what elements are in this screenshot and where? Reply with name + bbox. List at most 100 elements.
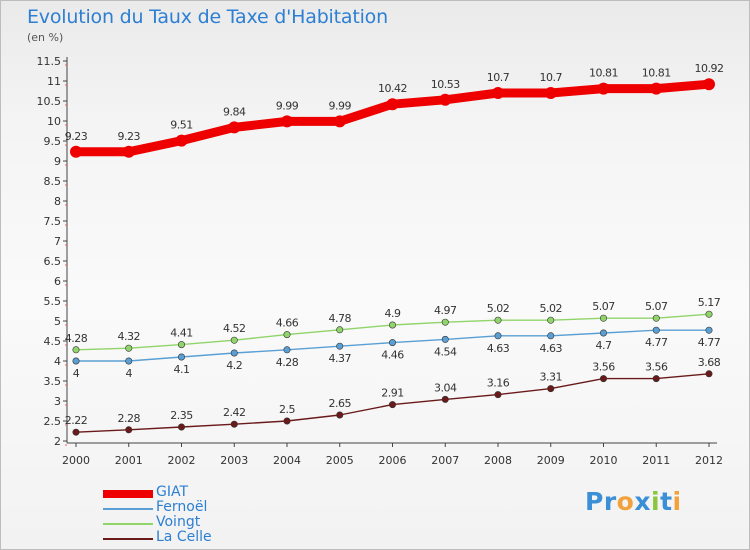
data-point [178, 353, 186, 361]
legend-label-la-celle: La Celle [156, 529, 212, 545]
data-point [441, 318, 449, 326]
data-point [439, 93, 452, 106]
data-point [283, 331, 291, 339]
data-label: 3.31 [540, 371, 563, 384]
data-label: 2.22 [65, 414, 88, 427]
legend-swatch-fernoel [103, 508, 153, 510]
data-point [544, 87, 557, 99]
data-label: 4.66 [276, 317, 299, 330]
logo-letter: i [672, 487, 682, 516]
logo-letter: i [651, 487, 661, 516]
logo-letter: P [585, 487, 604, 516]
legend-swatch-giat [103, 490, 153, 498]
x-tick-label: 2007 [431, 454, 459, 467]
y-tick-label: 11 [47, 75, 61, 88]
data-label: 4.54 [434, 345, 457, 358]
x-tick-label: 2003 [220, 454, 248, 467]
data-label: 4 [73, 367, 80, 380]
data-point [230, 349, 238, 357]
y-tick-label: 9.5 [44, 135, 62, 148]
data-label: 4.37 [329, 352, 352, 365]
data-label: 4 [126, 367, 133, 380]
data-point [230, 420, 238, 428]
y-tick-label: 10.5 [37, 95, 62, 108]
data-label: 5.07 [645, 300, 668, 313]
x-tick-label: 2012 [695, 454, 723, 467]
data-point [705, 326, 713, 334]
x-tick-label: 2004 [273, 454, 301, 467]
data-point [705, 310, 713, 318]
data-point [599, 375, 607, 383]
data-point [230, 336, 238, 344]
y-tick-label: 6 [54, 275, 61, 288]
data-label: 4.52 [223, 322, 246, 335]
y-tick-label: 7 [54, 235, 61, 248]
data-point [178, 423, 186, 431]
x-tick-label: 2005 [326, 454, 354, 467]
data-point [599, 329, 607, 337]
x-tick-label: 2008 [484, 454, 512, 467]
y-tick-label: 3 [54, 395, 61, 408]
data-point [178, 341, 186, 349]
legend-item-fernoel: Fernoël [103, 500, 263, 516]
legend-label-voingt: Voingt [156, 514, 201, 530]
data-point [652, 375, 660, 383]
data-label: 2.28 [118, 412, 141, 425]
data-label: 4.46 [381, 349, 404, 362]
data-label: 4.63 [540, 342, 563, 355]
logo-letter: o [616, 487, 635, 516]
data-point [228, 121, 241, 134]
data-label: 9.23 [65, 130, 88, 143]
data-label: 4.2 [226, 359, 242, 372]
y-tick-label: 4 [54, 355, 61, 368]
y-tick-label: 5 [54, 315, 61, 328]
data-label: 10.92 [695, 62, 724, 75]
y-tick-label: 11.5 [37, 55, 62, 68]
chart-subtitle: (en %) [27, 31, 64, 44]
data-label: 5.02 [487, 302, 510, 315]
data-label: 3.04 [434, 381, 457, 394]
x-tick-label: 2006 [379, 454, 407, 467]
logo-letter: x [634, 487, 651, 516]
data-point [705, 370, 713, 378]
data-label: 2.65 [329, 397, 352, 410]
proxiti-logo: Proxiti [585, 487, 682, 516]
data-point [336, 342, 344, 350]
data-point [494, 332, 502, 340]
data-label: 2.42 [223, 406, 246, 419]
data-label: 10.53 [431, 78, 460, 91]
y-tick-label: 8.5 [44, 175, 62, 188]
legend-item-voingt: Voingt [103, 514, 263, 531]
y-tick-label: 4.5 [44, 335, 62, 348]
y-tick-label: 3.5 [44, 375, 62, 388]
legend-item-la-celle: La Celle [103, 529, 263, 546]
data-label: 4.7 [596, 339, 612, 352]
data-point [494, 391, 502, 399]
data-point [547, 385, 555, 393]
data-point [72, 428, 80, 436]
y-tick-label: 2.5 [44, 415, 62, 428]
data-label: 4.1 [174, 363, 190, 376]
data-point [547, 332, 555, 340]
data-point [281, 115, 293, 128]
data-label: 4.41 [170, 327, 193, 340]
data-label: 3.56 [592, 361, 615, 374]
data-label: 4.97 [434, 304, 457, 317]
data-point [336, 326, 344, 334]
data-label: 4.9 [385, 307, 401, 320]
data-point [597, 82, 610, 95]
x-tick-label: 2009 [537, 454, 565, 467]
data-label: 10.7 [540, 71, 563, 84]
x-tick-label: 2002 [168, 454, 196, 467]
data-label: 2.35 [170, 409, 193, 422]
data-point [283, 346, 291, 354]
data-point [125, 426, 133, 434]
data-label: 4.28 [276, 356, 299, 369]
data-point [547, 316, 555, 324]
y-tick-label: 5.5 [44, 295, 62, 308]
x-tick-label: 2000 [62, 454, 90, 467]
data-label: 10.7 [487, 71, 510, 84]
data-label: 4.77 [645, 336, 668, 349]
y-tick-label: 8 [54, 195, 61, 208]
